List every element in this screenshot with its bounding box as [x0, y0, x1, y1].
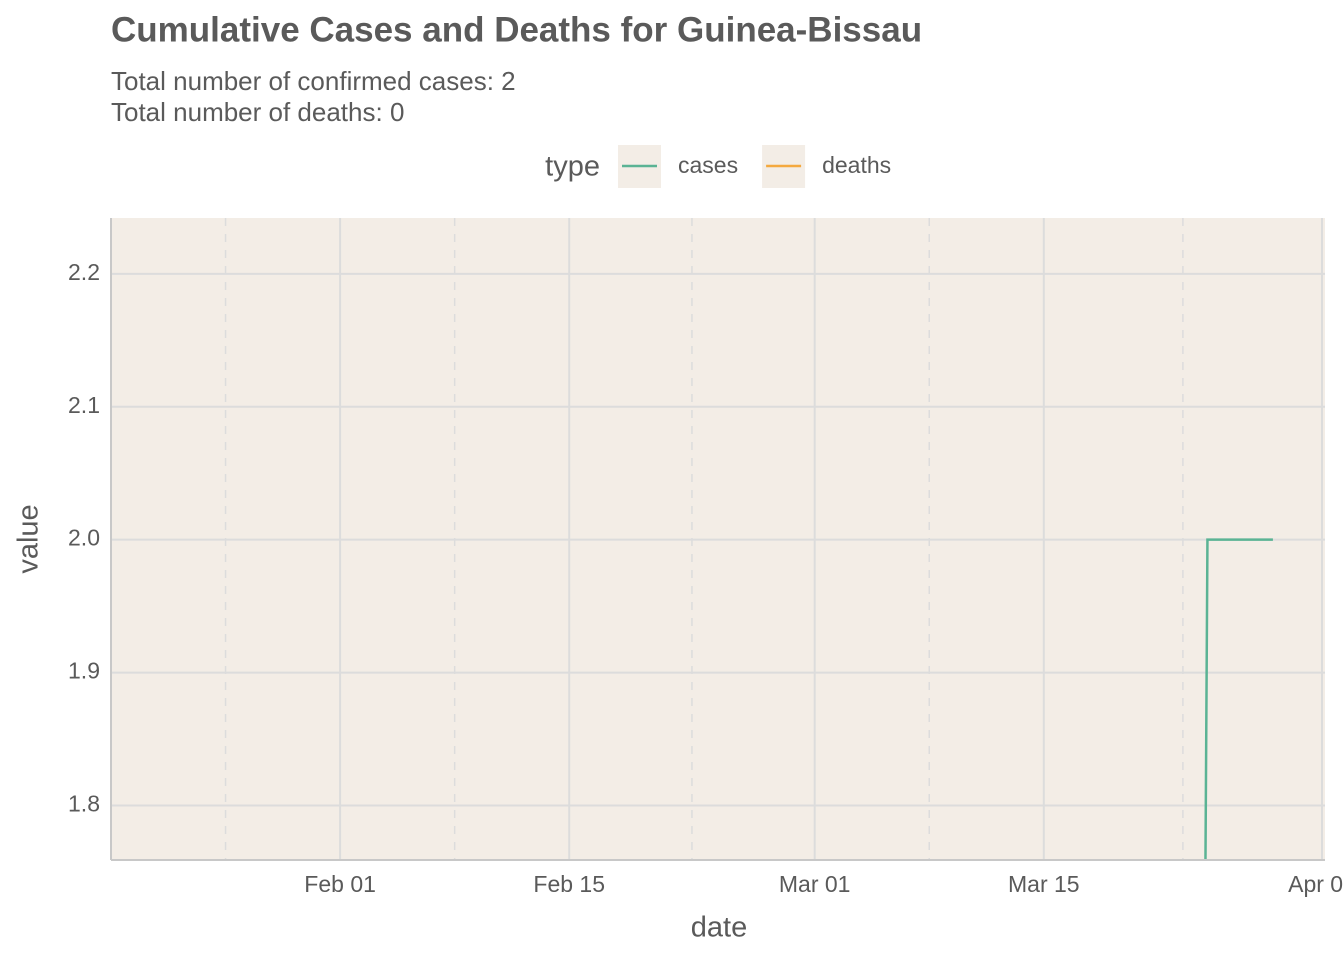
legend-label: cases [678, 152, 738, 178]
subtitle: Total number of deaths: 0 [111, 97, 404, 127]
x-tick-label: Feb 15 [533, 871, 605, 897]
x-axis-title: date [691, 912, 747, 944]
x-tick-label: Mar 15 [1008, 871, 1080, 897]
subtitle: Total number of confirmed cases: 2 [111, 66, 516, 96]
legend-title: type [545, 151, 600, 183]
x-tick-label: Mar 01 [779, 871, 851, 897]
x-tick-label: Apr 01 [1288, 871, 1344, 897]
x-tick-label: Feb 01 [304, 871, 376, 897]
y-tick-label: 2.2 [68, 259, 100, 285]
y-axis-title: value [13, 504, 45, 573]
y-tick-label: 1.8 [68, 791, 100, 817]
y-tick-label: 1.9 [68, 658, 100, 684]
y-tick-label: 2.0 [68, 525, 100, 551]
chart-title: Cumulative Cases and Deaths for Guinea-B… [111, 10, 922, 49]
legend-label: deaths [822, 152, 891, 178]
y-tick-label: 2.1 [68, 392, 100, 418]
